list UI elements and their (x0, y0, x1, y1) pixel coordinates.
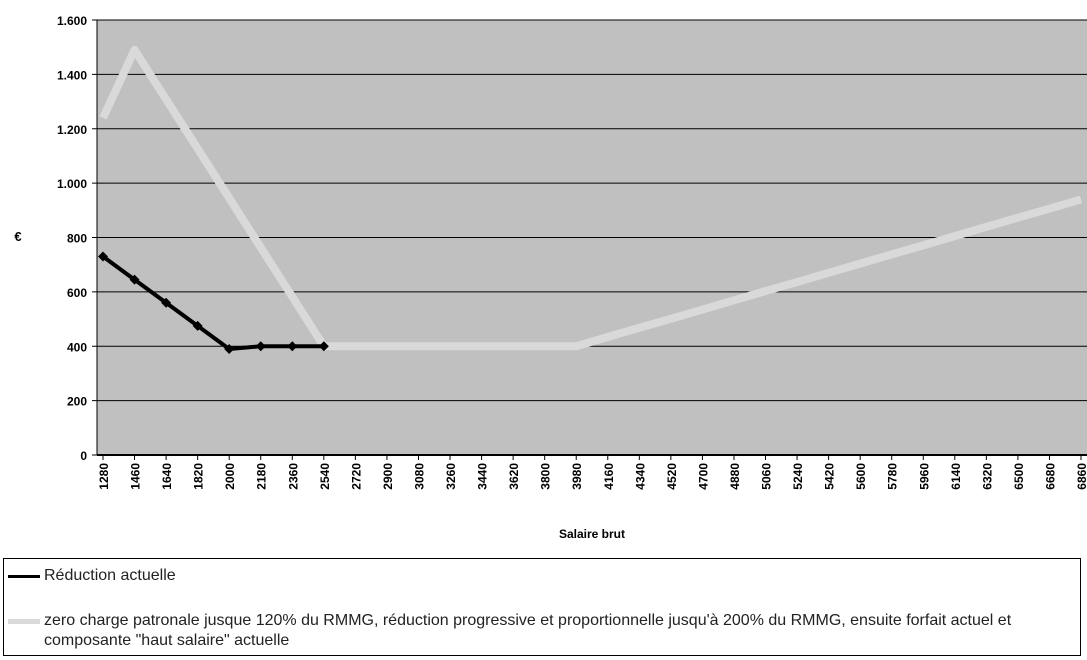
x-tick-label: 6860 (1075, 463, 1087, 490)
x-tick-label: 3260 (444, 463, 458, 490)
x-tick-label: 6500 (1012, 463, 1026, 490)
y-axis-label: € (14, 229, 21, 244)
x-tick-label: 4160 (602, 463, 616, 490)
x-tick-label: 5960 (917, 463, 931, 490)
x-tick-label: 3800 (539, 463, 553, 490)
legend-swatch (8, 575, 40, 578)
x-tick-label: 2540 (318, 463, 332, 490)
x-tick-label: 5240 (791, 463, 805, 490)
legend-item: zero charge patronale jusque 120% du RMM… (8, 611, 1074, 651)
marker (98, 251, 108, 262)
x-tick-label: 3080 (412, 463, 426, 490)
y-tick-label: 800 (67, 232, 87, 246)
x-tick-label: 6140 (949, 463, 963, 490)
marker (192, 320, 203, 331)
marker (287, 341, 298, 352)
legend-label: zero charge patronale jusque 120% du RMM… (44, 612, 1012, 649)
y-tick-label: 600 (67, 286, 87, 300)
marker (318, 341, 329, 352)
y-tick-label: 200 (67, 395, 87, 409)
x-tick-label: 4520 (665, 463, 679, 490)
marker (255, 341, 266, 352)
x-tick-label: 3440 (476, 463, 490, 490)
marker (224, 343, 235, 354)
y-tick-label: 0 (80, 449, 87, 463)
x-tick-label: 1820 (192, 463, 206, 490)
x-tick-label: 1280 (97, 463, 111, 490)
x-tick-label: 5060 (760, 463, 774, 490)
series-line (99, 45, 1083, 351)
x-tick-label: 2900 (381, 463, 395, 490)
chart: € Salaire brut 0 200 400 600 800 1.000 1.200 1.… (14, 14, 1087, 541)
legend-label: Réduction actuelle (44, 567, 176, 584)
x-tick-label: 2180 (255, 463, 269, 490)
x-tick-label: 5600 (854, 463, 868, 490)
y-tick-label: 1.200 (57, 123, 87, 137)
x-tick-label: 4340 (633, 463, 647, 490)
x-tick-label: 2360 (286, 463, 300, 490)
x-tick-label: 1460 (129, 463, 143, 490)
x-tick-label: 1640 (160, 463, 174, 490)
x-axis-label: Salaire brut (559, 527, 625, 541)
x-tick-label: 4880 (728, 463, 742, 490)
legend: Réduction actuelle zero charge patronale… (3, 558, 1081, 656)
y-tick-label: 1.000 (57, 177, 87, 191)
y-tick-label: 1.400 (57, 68, 87, 82)
x-tick-label: 4700 (696, 463, 710, 490)
y-tick-label: 400 (67, 340, 87, 354)
x-tick-label: 6680 (1043, 463, 1057, 490)
legend-swatch (8, 619, 40, 624)
x-tick-label: 3620 (507, 463, 521, 490)
series-line (101, 254, 324, 351)
x-tick-label: 5780 (886, 463, 900, 490)
x-tick-label: 2720 (349, 463, 363, 490)
x-tick-label: 2000 (223, 463, 237, 490)
marker (129, 274, 140, 285)
x-tick-label: 3980 (570, 463, 584, 490)
legend-item: Réduction actuelle (8, 567, 176, 585)
x-tick-label: 6320 (980, 463, 994, 490)
y-tick-label: 1.600 (57, 14, 87, 28)
x-tick-label: 5420 (823, 463, 837, 490)
marker (161, 297, 172, 308)
